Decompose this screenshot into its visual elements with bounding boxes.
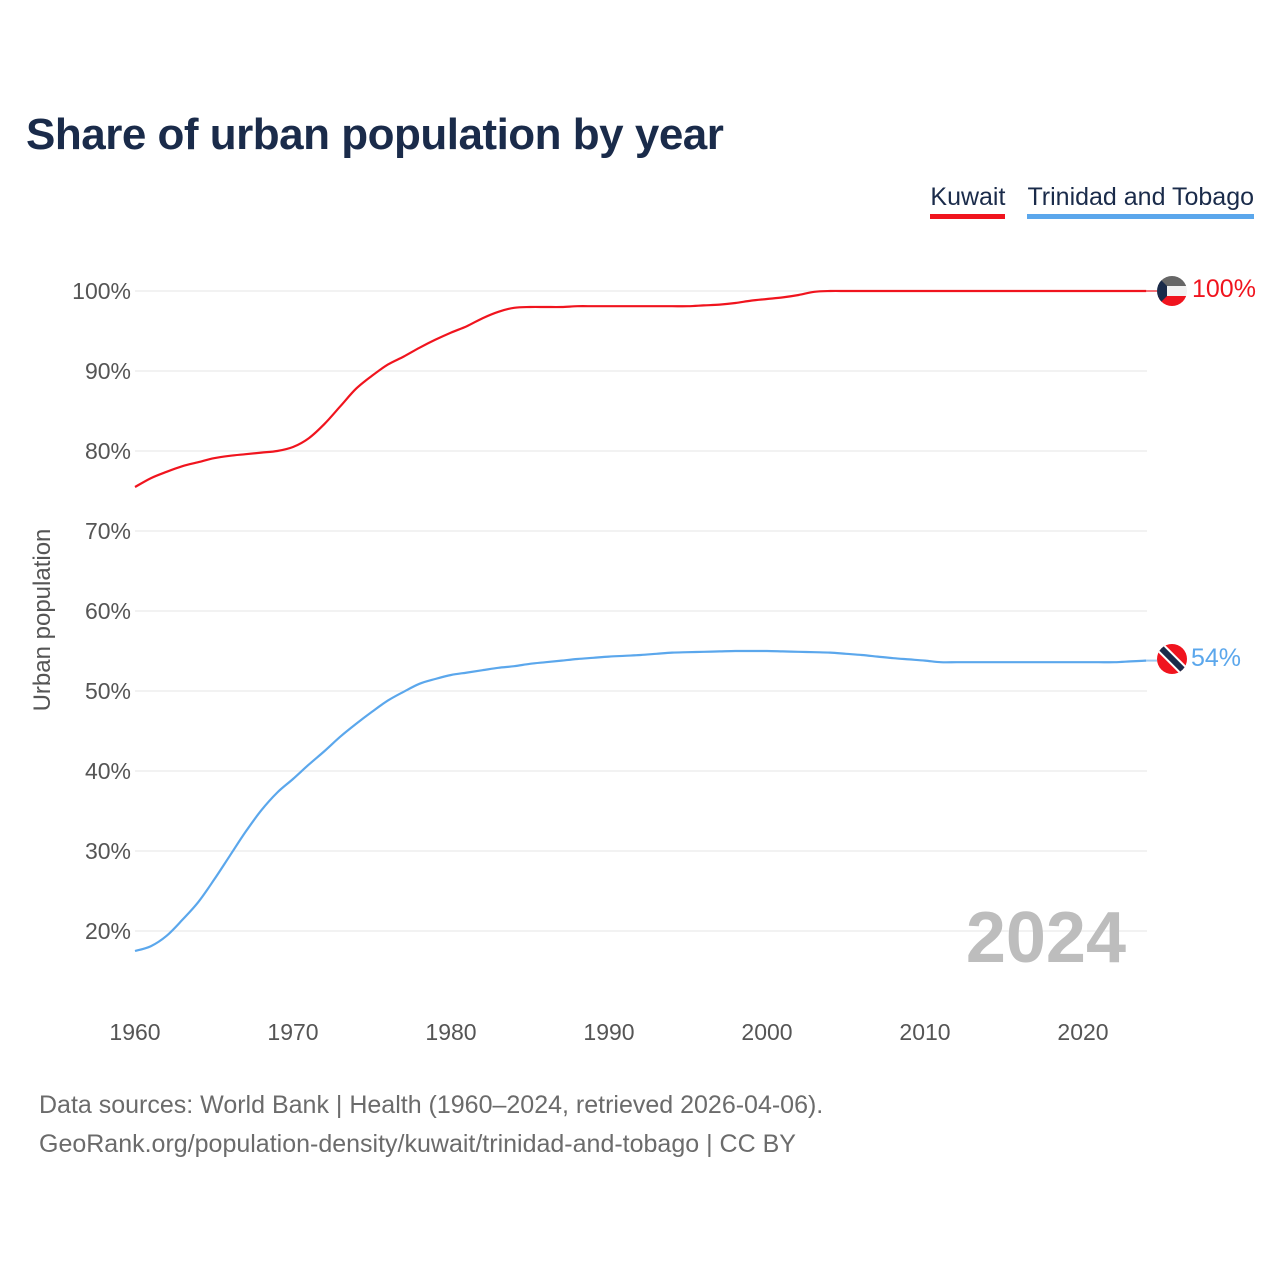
trinidad-and-tobago-flag-icon xyxy=(1157,644,1187,674)
y-tick-label: 80% xyxy=(85,438,131,464)
footer: Data sources: World Bank | Health (1960–… xyxy=(39,1086,823,1164)
x-tick-label: 1990 xyxy=(583,1019,634,1045)
x-tick-label: 1960 xyxy=(109,1019,160,1045)
chart-title: Share of urban population by year xyxy=(26,110,724,159)
y-tick-label: 20% xyxy=(85,918,131,944)
y-tick-label: 100% xyxy=(72,278,131,304)
series-line-trinidad-and-tobago[interactable] xyxy=(134,649,1147,953)
x-tick-label: 2000 xyxy=(741,1019,792,1045)
legend-item-trinidad-and-tobago[interactable]: Trinidad and Tobago xyxy=(1027,183,1254,219)
y-tick-label: 40% xyxy=(85,758,131,784)
data-source-note: Data sources: World Bank | Health (1960–… xyxy=(39,1091,824,1119)
legend-item-kuwait[interactable]: Kuwait xyxy=(930,183,1006,219)
kuwait-flag-icon xyxy=(1157,276,1187,306)
y-tick-label: 50% xyxy=(85,678,131,704)
kuwait-end-label: 100% xyxy=(1192,275,1256,303)
year-watermark: 2024 xyxy=(966,898,1126,978)
x-tick-label: 1970 xyxy=(267,1019,318,1045)
x-tick-label: 2010 xyxy=(899,1019,950,1045)
trinidad-and-tobago-end-label: 54% xyxy=(1191,644,1241,672)
y-tick-label: 30% xyxy=(85,838,131,864)
y-axis-label: Urban population xyxy=(29,529,56,712)
source-link[interactable]: GeoRank.org/population-density/kuwait/tr… xyxy=(39,1130,796,1158)
x-tick-label: 2020 xyxy=(1057,1019,1108,1045)
legend: Kuwait Trinidad and Tobago xyxy=(930,183,1254,219)
x-tick-label: 1980 xyxy=(425,1019,476,1045)
y-tick-label: 90% xyxy=(85,358,131,384)
y-tick-label: 70% xyxy=(85,518,131,544)
series-line-kuwait[interactable] xyxy=(134,289,1147,488)
y-tick-label: 60% xyxy=(85,598,131,624)
